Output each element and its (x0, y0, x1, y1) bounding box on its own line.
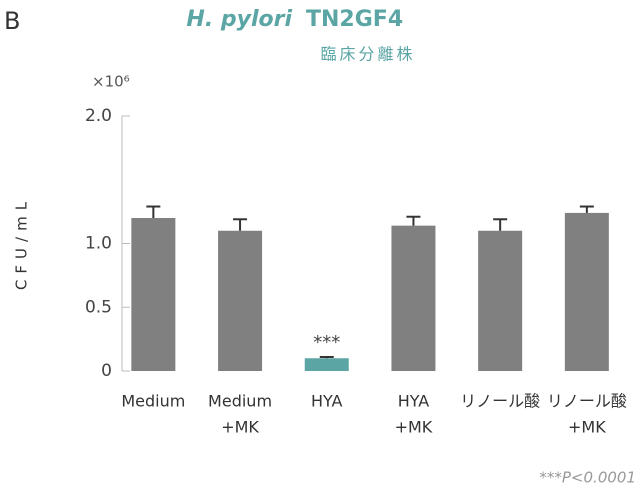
significance: *** (313, 332, 340, 353)
x-tick-label: Medium (121, 392, 185, 411)
bar (564, 212, 609, 371)
chart-title: H. pylori (186, 7, 292, 32)
chart-title-suffix: TN2GF4 (306, 7, 403, 32)
bar (478, 230, 523, 371)
x-tick-label: リノール酸 (547, 392, 627, 411)
y-tick-label: 2.0 (85, 106, 112, 126)
y-tick-label: 0 (101, 361, 112, 381)
y-tick-label: 0.5 (85, 297, 112, 317)
bar (304, 358, 349, 371)
x-tick-label: +MK (395, 418, 433, 437)
y-unit: ×10⁶ (92, 73, 130, 91)
x-tick-label: Medium (208, 392, 272, 411)
panel-label: B (4, 7, 20, 35)
x-tick-label: HYA (398, 392, 430, 411)
x-tick-label: HYA (311, 392, 343, 411)
chart-subtitle: 臨床分離株 (320, 45, 415, 64)
x-tick-label: +MK (221, 418, 259, 437)
y-tick-label: 1.0 (85, 234, 112, 254)
bar (218, 230, 263, 371)
y-axis-label: CFU/mL (13, 196, 31, 290)
bar (391, 225, 436, 371)
x-tick-label: リノール酸 (460, 392, 540, 411)
x-tick-label: +MK (568, 418, 606, 437)
footnote: ***P<0.0001 (539, 469, 636, 487)
bar (131, 218, 176, 371)
